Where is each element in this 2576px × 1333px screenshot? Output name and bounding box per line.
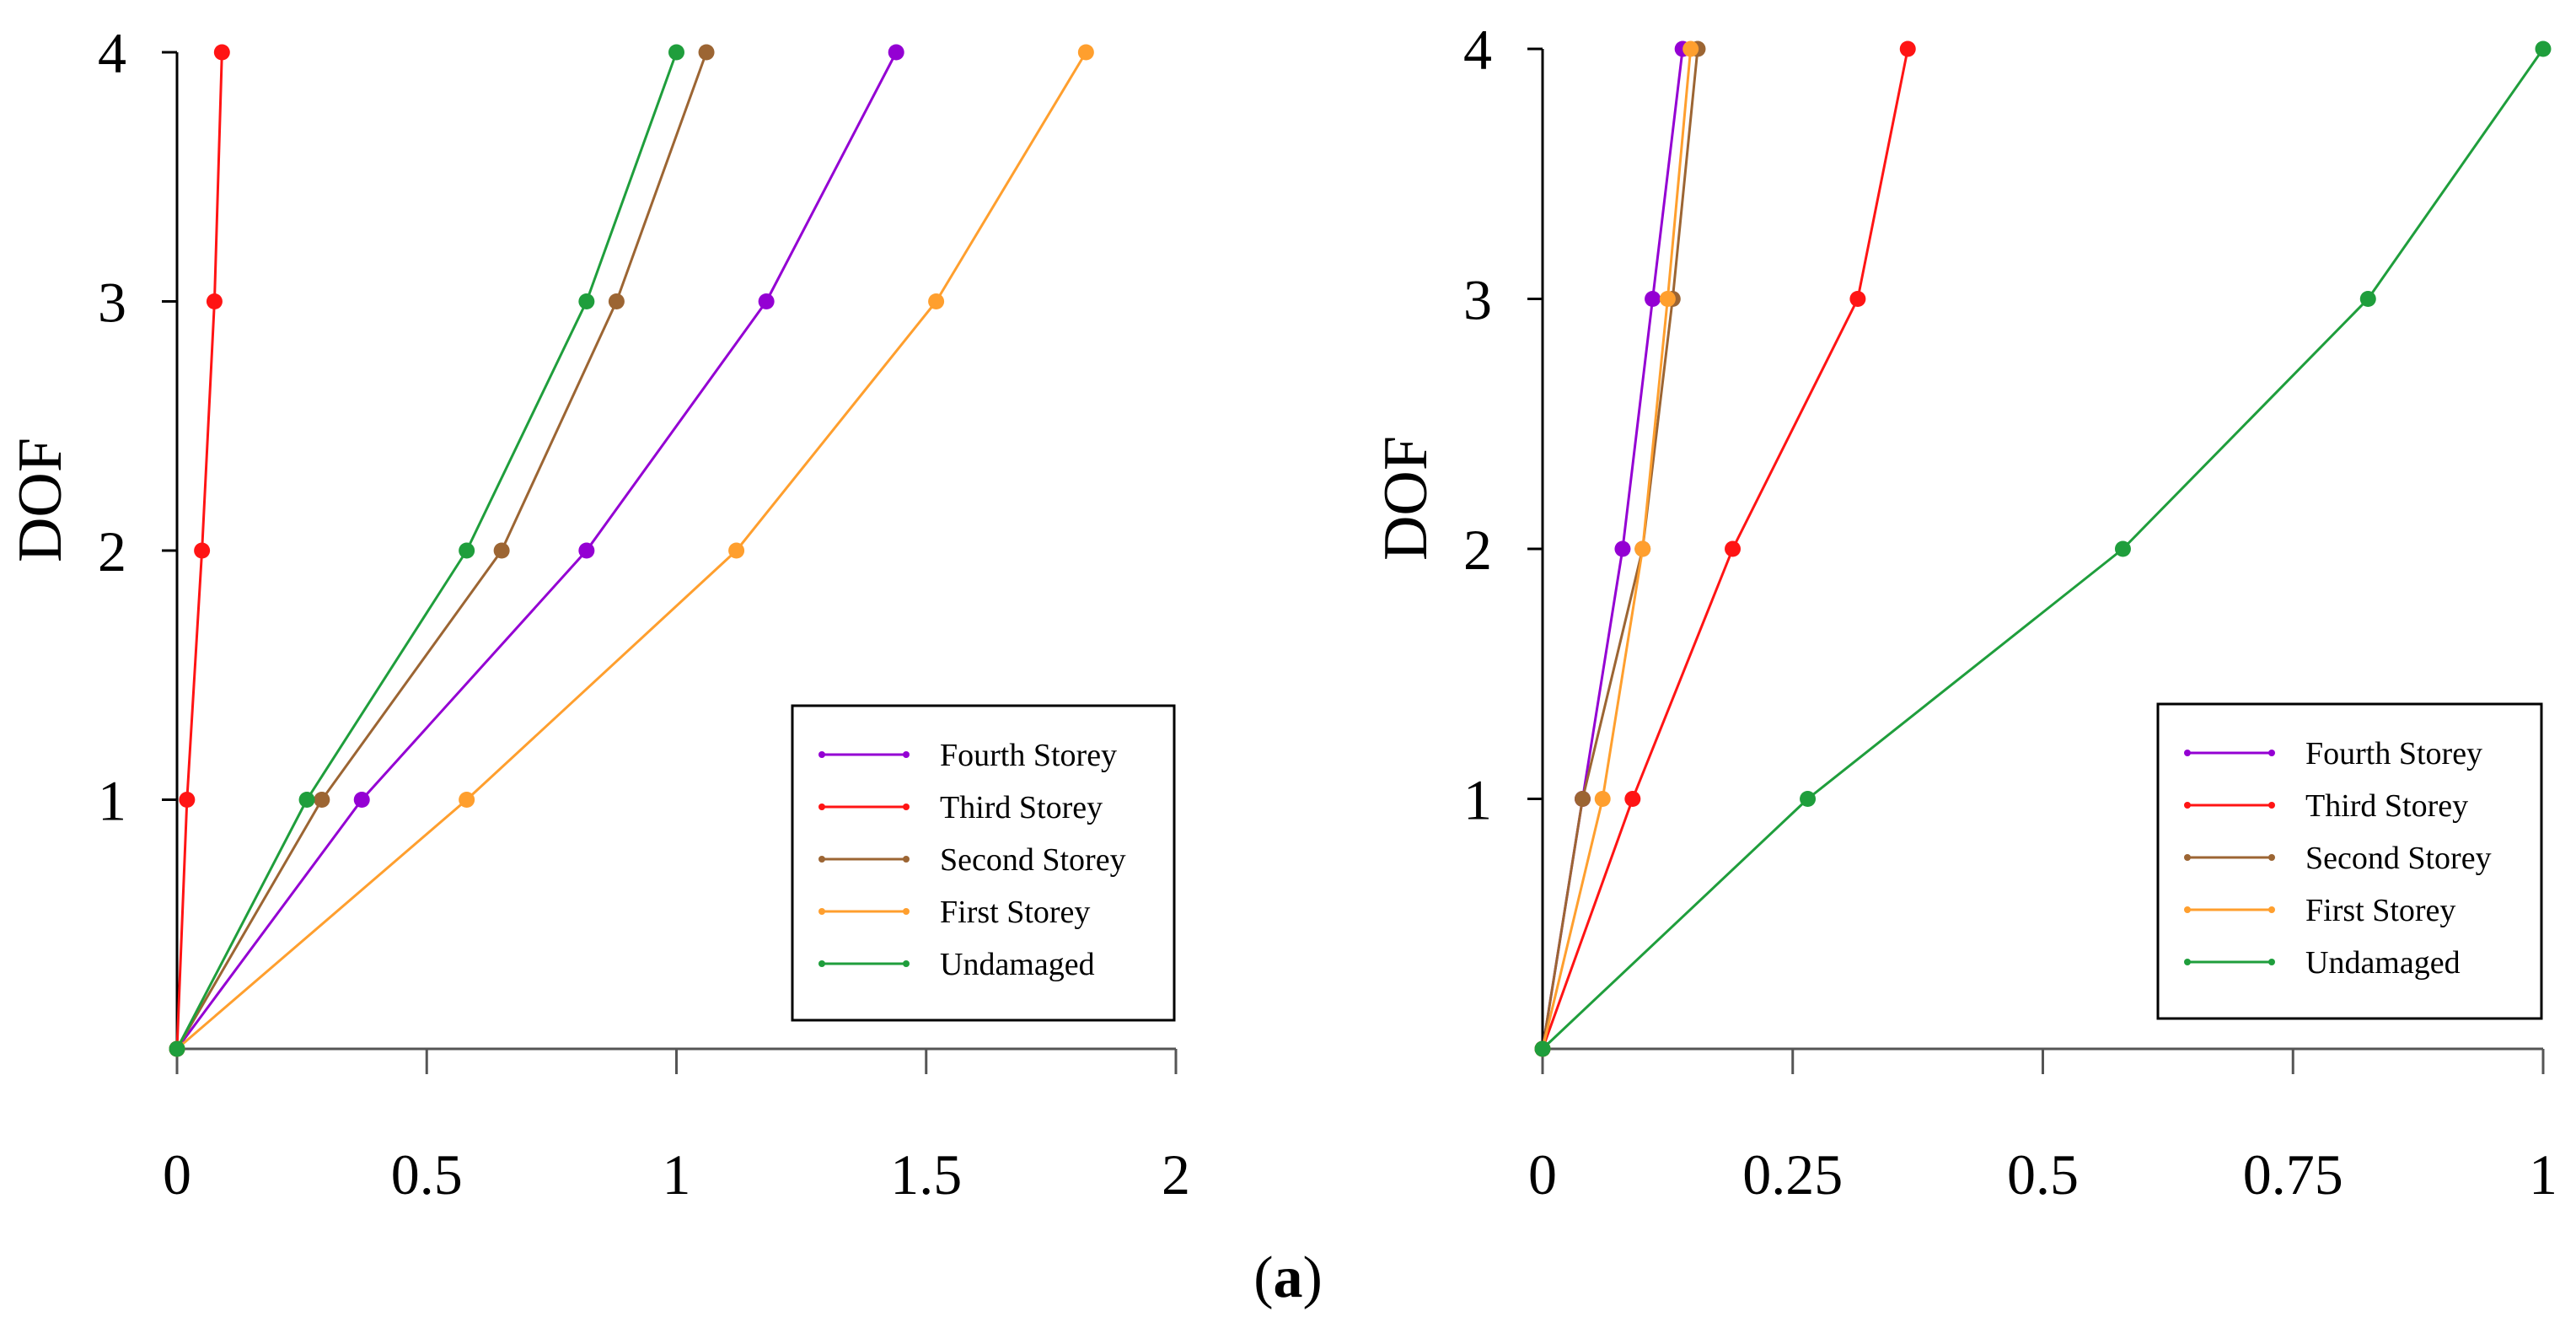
legend-label-second: Second Storey	[2305, 841, 2492, 876]
y-axis-title: DOF	[1371, 436, 1441, 561]
caption-close: )	[1303, 1245, 1323, 1310]
legend-swatch-marker	[2184, 802, 2191, 809]
y-tick-label: 3	[1463, 268, 1492, 332]
legend-swatch-marker	[903, 856, 910, 863]
data-point-third	[179, 792, 196, 808]
legend-box	[791, 704, 1176, 1022]
data-point-third	[1725, 540, 1741, 557]
legend-swatch-marker	[903, 908, 910, 915]
legend-label-second: Second Storey	[940, 842, 1126, 878]
x-tick-label: 0.25	[1742, 1142, 1843, 1207]
legend-swatch-marker	[818, 960, 825, 967]
legend-label-first: First Storey	[940, 895, 1090, 930]
data-point-undamaged	[668, 44, 684, 61]
data-point-fourth	[888, 44, 904, 61]
data-point-third	[1849, 291, 1866, 307]
chart-right: 0 0.25 0.5 0.75 1 1 2 3 4 DOF Fourth Storey Third S…	[1371, 18, 2557, 1207]
legend-label-fourth: Fourth Storey	[2305, 736, 2482, 771]
x-tick-label: 0	[1528, 1142, 1557, 1207]
y-tick-label: 1	[98, 769, 126, 833]
data-point-fourth	[758, 293, 775, 309]
caption-letter: a	[1274, 1245, 1303, 1310]
legend-swatch-marker	[818, 908, 825, 915]
data-point-third	[206, 293, 223, 309]
legend-swatch-marker	[2268, 854, 2275, 861]
legend-swatch-marker	[903, 751, 910, 758]
x-tick-label: 1.5	[890, 1142, 962, 1207]
x-tick-label: 0.75	[2243, 1142, 2343, 1207]
data-point-third	[194, 542, 211, 559]
data-point-second	[1574, 791, 1591, 807]
legend-label-undamaged: Undamaged	[940, 947, 1095, 982]
y-tick-label: 2	[1463, 518, 1492, 582]
legend-label-third: Third Storey	[2305, 788, 2468, 824]
legend-label-third: Third Storey	[940, 790, 1103, 825]
y-tick-label: 3	[98, 271, 126, 335]
chart-left: 0 0.5 1 1.5 2 1 2 3 4 DOF Fourth Storey Third Store…	[6, 21, 1190, 1207]
data-point-first	[1077, 44, 1094, 61]
x-tick-label: 1	[2529, 1142, 2557, 1207]
legend-label-first: First Storey	[2305, 893, 2455, 928]
legend-swatch-marker	[903, 804, 910, 810]
data-point-second	[493, 542, 510, 559]
x-tick-label: 0.5	[2007, 1142, 2079, 1207]
legend-swatch-marker	[2268, 959, 2275, 965]
legend-swatch-marker	[2184, 854, 2191, 861]
data-point-undamaged	[169, 1040, 185, 1057]
data-point-fourth	[353, 792, 370, 808]
legend-swatch-marker	[2184, 959, 2191, 965]
data-point-undamaged	[2114, 540, 2131, 557]
y-tick-label: 1	[1463, 768, 1492, 832]
y-axis-title: DOF	[6, 438, 75, 562]
x-tick-label: 1	[663, 1142, 691, 1207]
data-point-first	[928, 293, 945, 309]
data-point-second	[314, 792, 330, 808]
y-tick-label: 4	[98, 21, 126, 85]
data-point-first	[1634, 540, 1651, 557]
legend-swatch-marker	[818, 856, 825, 863]
legend-label-fourth: Fourth Storey	[940, 738, 1117, 773]
figure-caption: (a)	[1253, 1245, 1323, 1310]
y-tick-label: 4	[1463, 18, 1492, 82]
data-point-second	[608, 293, 625, 309]
data-point-undamaged	[1800, 791, 1817, 807]
data-point-undamaged	[2535, 40, 2552, 57]
data-point-undamaged	[459, 542, 475, 559]
x-tick-label: 0.5	[391, 1142, 463, 1207]
data-point-first	[459, 792, 475, 808]
legend-swatch-marker	[818, 804, 825, 810]
legend-swatch-marker	[2184, 750, 2191, 756]
data-point-first	[728, 542, 745, 559]
data-point-fourth	[1614, 540, 1631, 557]
legend-swatch-marker	[818, 751, 825, 758]
data-point-undamaged	[1534, 1040, 1551, 1057]
legend-swatch-marker	[2268, 906, 2275, 913]
x-tick-label: 0	[163, 1142, 191, 1207]
data-point-first	[1682, 40, 1699, 57]
data-point-first	[1659, 291, 1676, 307]
data-point-third	[213, 44, 230, 61]
legend-box	[2156, 702, 2543, 1020]
data-point-fourth	[578, 542, 595, 559]
data-point-fourth	[1645, 291, 1661, 307]
y-tick-label: 2	[98, 519, 126, 583]
legend-swatch-marker	[2268, 802, 2275, 809]
data-point-third	[1624, 791, 1641, 807]
x-tick-label: 2	[1162, 1142, 1190, 1207]
data-point-first	[1594, 791, 1611, 807]
legend-swatch-marker	[2184, 906, 2191, 913]
legend-label-undamaged: Undamaged	[2305, 945, 2461, 981]
data-point-undamaged	[578, 293, 595, 309]
data-point-second	[698, 44, 715, 61]
data-point-undamaged	[2359, 291, 2376, 307]
data-point-third	[1899, 40, 1916, 57]
legend-swatch-marker	[2268, 750, 2275, 756]
caption-open: (	[1253, 1245, 1273, 1310]
legend-swatch-marker	[903, 960, 910, 967]
data-point-undamaged	[298, 792, 315, 808]
